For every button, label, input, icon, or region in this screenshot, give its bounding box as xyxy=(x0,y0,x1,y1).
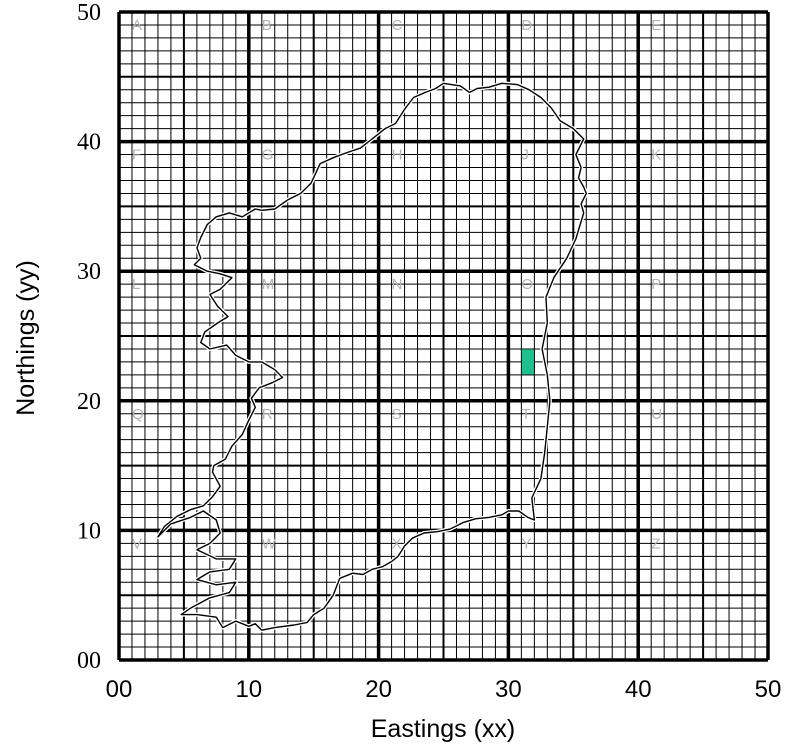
highlight-layer xyxy=(520,348,535,376)
zone-letter: W xyxy=(262,535,277,552)
x-tick-label: 50 xyxy=(755,676,782,703)
x-axis-title: Eastings (xx) xyxy=(371,715,515,743)
zone-letter: K xyxy=(651,147,661,164)
zone-letter: Y xyxy=(521,535,531,552)
y-tick-label: 50 xyxy=(77,0,101,26)
zone-letter: G xyxy=(262,147,274,164)
zone-letter: T xyxy=(521,406,530,423)
y-tick-label: 30 xyxy=(77,259,101,285)
x-tick-label: 20 xyxy=(365,676,392,703)
y-tick-label: 20 xyxy=(77,389,101,415)
zone-letter: B xyxy=(262,17,272,34)
y-tick-label: 10 xyxy=(77,518,101,544)
y-tick-label: 00 xyxy=(77,648,101,674)
zone-letter: P xyxy=(651,276,661,293)
zone-letter: F xyxy=(132,147,141,164)
zone-letter: X xyxy=(392,535,402,552)
coastline xyxy=(157,82,587,631)
zone-letter: Z xyxy=(651,535,660,552)
grid-lines xyxy=(117,10,770,662)
zone-letter: L xyxy=(132,276,140,293)
y-tick-label: 40 xyxy=(77,130,101,156)
zone-letter: H xyxy=(392,147,403,164)
zone-letter: U xyxy=(651,406,662,423)
zone-letter: R xyxy=(262,406,273,423)
zone-letter: J xyxy=(521,147,529,164)
zone-letter: N xyxy=(392,276,403,293)
zone-letter: Q xyxy=(132,406,144,423)
zone-letter: E xyxy=(651,17,661,34)
zone-letter: O xyxy=(521,276,533,293)
x-tick-label: 30 xyxy=(495,676,522,703)
zone-letter: D xyxy=(521,17,532,34)
tick-labels: 00 10 20 30 40 50 00 10 20 30 40 50 xyxy=(77,0,781,703)
x-tick-label: 40 xyxy=(625,676,652,703)
zone-letters: A B C D E F G H J K L M N O P Q R S T U V W X Y Z xyxy=(132,17,662,552)
coastline-layer xyxy=(155,81,589,633)
zone-letter: M xyxy=(262,276,275,293)
x-tick-label: 00 xyxy=(106,676,133,703)
zone-letter: V xyxy=(132,535,142,552)
y-axis-title: Northings (yy) xyxy=(12,260,40,416)
x-tick-label: 10 xyxy=(235,676,262,703)
zone-letter: A xyxy=(132,17,142,34)
zone-letter: S xyxy=(392,406,402,423)
highlighted-cell xyxy=(520,348,535,376)
zone-letter: C xyxy=(392,17,403,34)
